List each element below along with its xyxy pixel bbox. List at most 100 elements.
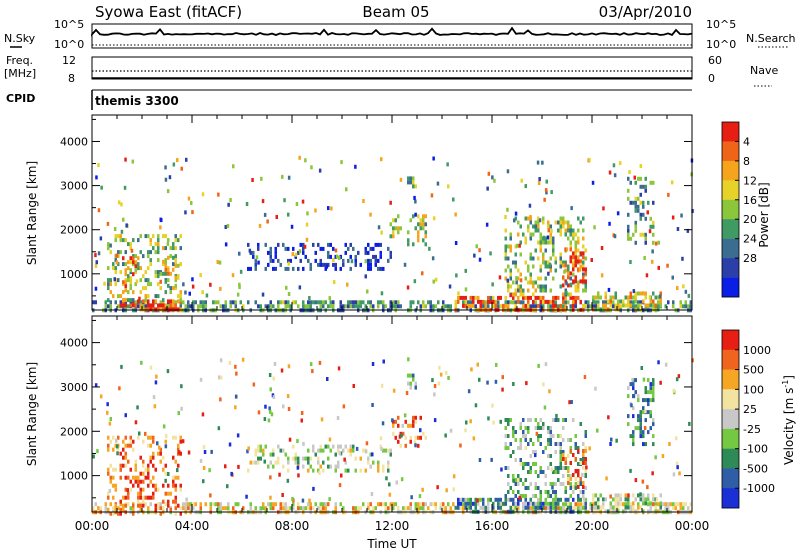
range-cell bbox=[199, 377, 203, 382]
range-cell bbox=[537, 228, 540, 233]
range-cell bbox=[144, 467, 147, 472]
range-cell bbox=[676, 227, 680, 231]
range-cell bbox=[216, 260, 219, 264]
range-cell bbox=[322, 448, 325, 453]
range-cell bbox=[174, 475, 177, 480]
range-cell bbox=[577, 255, 580, 260]
range-cell bbox=[264, 444, 267, 449]
range-cell bbox=[147, 303, 150, 308]
range-cell bbox=[524, 446, 527, 450]
range-cell bbox=[292, 506, 295, 511]
range-cell bbox=[129, 439, 132, 444]
range-cell bbox=[464, 428, 467, 433]
range-cell bbox=[596, 428, 599, 433]
range-cell bbox=[652, 220, 655, 225]
range-cell bbox=[284, 506, 287, 511]
range-cell bbox=[539, 236, 542, 241]
range-cell bbox=[582, 272, 585, 277]
range-cell bbox=[647, 402, 650, 407]
range-cell bbox=[442, 502, 445, 507]
range-cell bbox=[407, 357, 410, 362]
range-cell bbox=[642, 501, 645, 506]
range-cell bbox=[119, 234, 122, 239]
range-cell bbox=[584, 446, 587, 450]
range-cell bbox=[287, 407, 291, 411]
range-cell bbox=[584, 430, 587, 434]
range-cell bbox=[599, 505, 602, 510]
range-cell bbox=[229, 300, 232, 305]
range-cell bbox=[354, 258, 357, 263]
range-cell bbox=[564, 502, 567, 507]
range-cell bbox=[535, 431, 539, 436]
range-cell bbox=[169, 290, 172, 295]
range-cell bbox=[567, 466, 570, 470]
range-cell bbox=[127, 274, 130, 279]
range-cell bbox=[179, 304, 182, 309]
range-cell bbox=[579, 299, 582, 304]
range-cell bbox=[159, 300, 162, 305]
range-cell bbox=[138, 296, 141, 301]
range-cell bbox=[559, 260, 562, 265]
range-cell bbox=[578, 267, 582, 272]
range-cell bbox=[290, 224, 294, 229]
range-cell bbox=[379, 254, 382, 259]
range-cell bbox=[179, 487, 182, 492]
range-cell bbox=[632, 430, 635, 435]
range-cell bbox=[272, 506, 275, 511]
range-cell bbox=[597, 509, 600, 514]
range-cell bbox=[567, 454, 570, 458]
range-cell bbox=[539, 268, 542, 273]
range-cell bbox=[284, 300, 287, 305]
range-cell bbox=[647, 430, 650, 435]
range-cell bbox=[604, 303, 607, 308]
range-cell bbox=[609, 295, 612, 300]
range-cell bbox=[164, 246, 167, 251]
range-cell bbox=[512, 300, 515, 305]
range-cell bbox=[554, 501, 557, 506]
range-cell bbox=[639, 164, 643, 168]
range-cell bbox=[167, 271, 170, 276]
range-cell bbox=[127, 495, 130, 500]
range-cell bbox=[634, 299, 637, 304]
range-cell bbox=[119, 467, 122, 472]
range-cell bbox=[382, 304, 385, 309]
range-cell bbox=[465, 420, 468, 425]
range-cell bbox=[647, 493, 650, 498]
range-cell bbox=[541, 160, 544, 165]
range-cell bbox=[309, 266, 312, 271]
range-cell bbox=[347, 300, 350, 305]
range-cell bbox=[340, 473, 343, 478]
range-cell bbox=[279, 262, 282, 267]
range-cell bbox=[562, 505, 565, 510]
range-cell bbox=[149, 282, 152, 287]
range-cell bbox=[174, 246, 177, 251]
range-cell bbox=[559, 446, 562, 450]
range-cell bbox=[474, 505, 477, 510]
range-cell bbox=[312, 468, 315, 473]
range-cell bbox=[182, 300, 185, 305]
range-cell bbox=[377, 468, 380, 473]
colorbar-segment bbox=[722, 277, 739, 298]
range-cell bbox=[627, 501, 630, 506]
range-cell bbox=[554, 470, 557, 474]
range-cell bbox=[579, 264, 582, 269]
range-cell bbox=[577, 228, 580, 233]
range-cell bbox=[132, 303, 135, 308]
range-cell bbox=[682, 284, 685, 289]
range-cell bbox=[147, 234, 150, 239]
range-cell bbox=[379, 444, 382, 449]
range-cell bbox=[574, 295, 577, 300]
range-cell bbox=[649, 390, 652, 395]
range-cell bbox=[419, 222, 422, 227]
range-cell bbox=[567, 292, 570, 297]
range-cell bbox=[412, 184, 415, 189]
range-cell bbox=[652, 299, 655, 304]
range-cell bbox=[362, 502, 365, 507]
range-cell bbox=[123, 185, 127, 190]
range-cell bbox=[309, 506, 312, 511]
range-cell bbox=[487, 299, 490, 304]
range-cell bbox=[464, 295, 467, 300]
range-cell bbox=[651, 471, 654, 476]
range-cell bbox=[562, 216, 565, 221]
range-cell bbox=[369, 266, 372, 271]
